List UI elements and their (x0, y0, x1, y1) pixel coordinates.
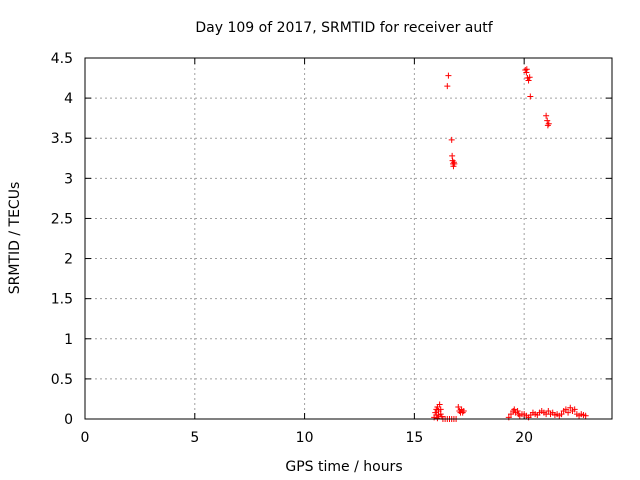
y-tick-label: 2 (64, 252, 73, 268)
data-point (460, 407, 467, 414)
y-tick-label: 4.5 (51, 51, 73, 67)
data-point (571, 406, 578, 413)
data-point (525, 77, 532, 84)
x-tick-label: 5 (190, 430, 199, 446)
data-point (451, 160, 458, 167)
y-tick-label: 2.5 (51, 211, 73, 227)
x-tick-label: 0 (81, 430, 90, 446)
x-tick-label: 20 (515, 430, 533, 446)
data-point (543, 112, 550, 119)
data-point (455, 403, 462, 410)
data-point (437, 406, 444, 413)
data-point (523, 66, 530, 73)
x-axis-label: GPS time / hours (285, 459, 402, 475)
data-point (544, 117, 551, 124)
data-point (582, 412, 589, 419)
y-tick-label: 0 (64, 412, 73, 428)
data-point (545, 120, 552, 127)
data-point (434, 415, 441, 422)
grid (85, 58, 612, 419)
x-tick-label: 15 (405, 430, 423, 446)
data-point (565, 409, 572, 416)
data-point (448, 136, 455, 143)
y-tick-label: 1.5 (51, 292, 73, 308)
y-tick-label: 3 (64, 171, 73, 187)
data-point (567, 404, 574, 411)
data-point (444, 83, 451, 90)
data-point (507, 411, 514, 418)
chart-title: Day 109 of 2017, SRMTID for receiver aut… (195, 20, 493, 36)
y-tick-label: 1 (64, 332, 73, 348)
data-point (562, 406, 569, 413)
data-point (436, 401, 443, 408)
data-point (526, 74, 533, 81)
y-tick-label: 3.5 (51, 131, 73, 147)
data-point (514, 407, 521, 414)
data-point (435, 411, 442, 418)
data-point (558, 411, 565, 418)
plot-frame (84, 57, 613, 420)
x-tick-label: 10 (296, 430, 314, 446)
data-point (511, 406, 518, 413)
data-point (445, 72, 452, 79)
y-axis-label: SRMTID / TECUs (7, 182, 23, 295)
y-tick-label: 0.5 (51, 372, 73, 388)
y-tick-label: 4 (64, 91, 73, 107)
axis-ticks: 0 5 10 15 20 0 0.5 1 1.5 2 2.5 3 3.5 4 4.5 (51, 51, 612, 446)
data-point (545, 407, 552, 414)
data-point (527, 93, 534, 100)
data-points (431, 66, 589, 422)
